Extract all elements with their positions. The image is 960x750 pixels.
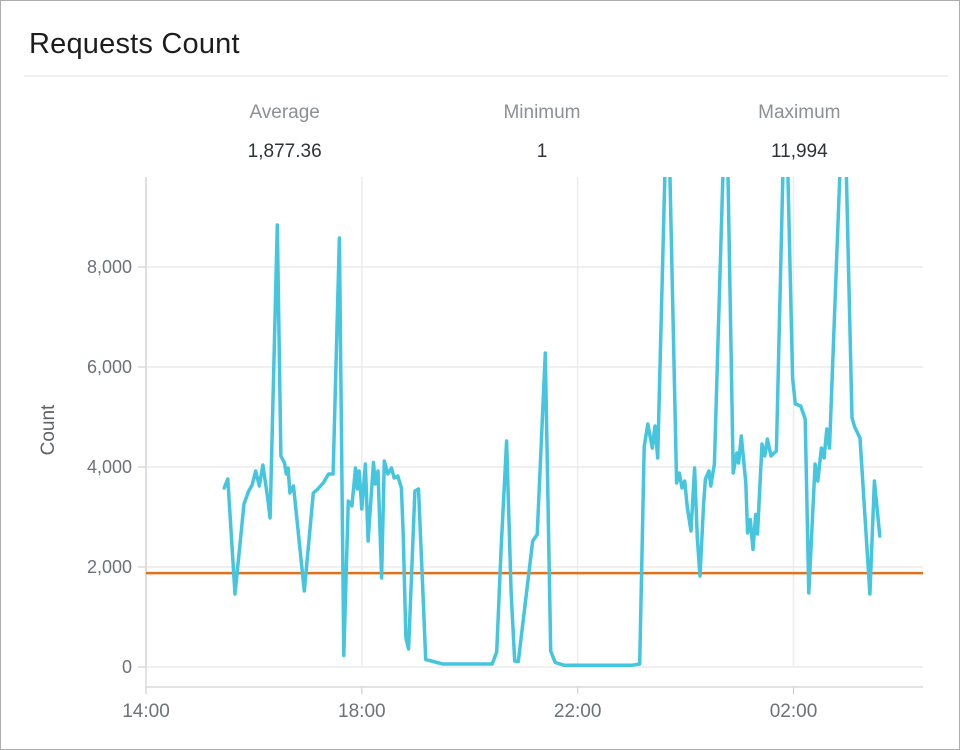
x-tick-label: 02:00	[769, 701, 818, 722]
stats-row: Average 1,877.36 Minimum 1 Maximum 11,99…	[156, 102, 928, 162]
stat-maximum: Maximum 11,994	[671, 102, 928, 162]
stat-minimum-label: Minimum	[503, 102, 581, 123]
chart-title: Requests Count	[29, 28, 240, 60]
x-tick-label: 18:00	[338, 701, 386, 722]
y-tick-label: 4,000	[86, 457, 132, 477]
y-tick-label: 2,000	[86, 557, 132, 577]
stat-average: Average 1,877.36	[156, 102, 413, 162]
stat-average-label: Average	[249, 102, 320, 123]
y-tick-label: 0	[121, 657, 132, 677]
title-divider	[24, 75, 948, 77]
stat-minimum: Minimum 1	[413, 102, 670, 162]
stat-maximum-value: 11,994	[770, 141, 828, 162]
x-tick-label: 22:00	[553, 701, 602, 722]
x-tick-label: 14:00	[122, 701, 170, 722]
requests-series-line[interactable]	[222, 67, 882, 667]
stat-average-value: 1,877.36	[247, 141, 322, 162]
y-tick-label: 8,000	[86, 257, 132, 277]
stat-minimum-value: 1	[536, 141, 548, 162]
y-tick-label: 6,000	[86, 357, 132, 377]
stat-maximum-label: Maximum	[758, 102, 841, 123]
